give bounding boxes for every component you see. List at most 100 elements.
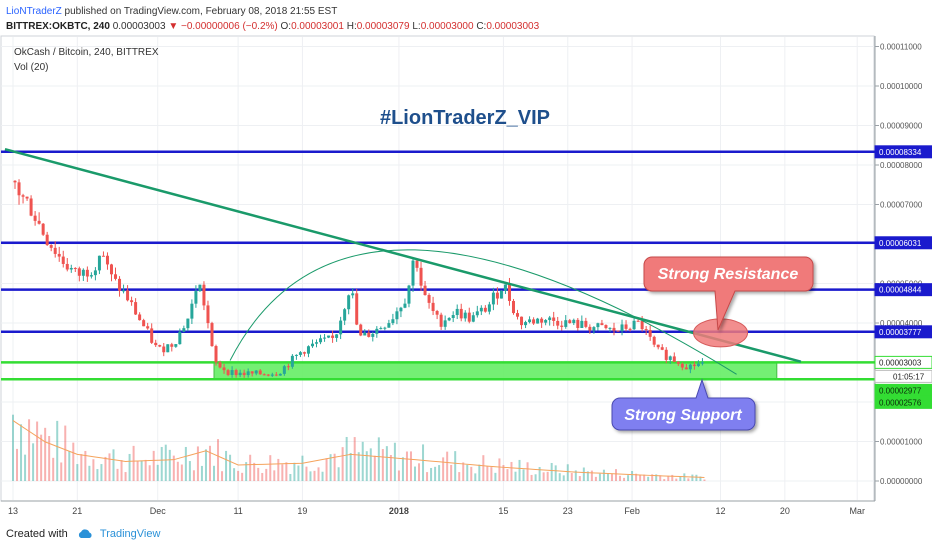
last-price: 0.00003003 xyxy=(112,21,166,32)
volume-bar xyxy=(128,453,131,481)
candle-body xyxy=(556,320,560,326)
volume-bar xyxy=(281,464,284,481)
volume-bar xyxy=(615,469,617,481)
volume-bar xyxy=(426,472,429,481)
candle-body xyxy=(214,346,218,363)
candle-body xyxy=(306,346,310,354)
volume-bar xyxy=(695,474,698,481)
volume-bar xyxy=(293,462,296,481)
candle-body xyxy=(93,270,97,276)
candle-body xyxy=(218,362,222,368)
volume-bar xyxy=(651,474,654,481)
volume-bar xyxy=(52,457,55,481)
candle-body xyxy=(564,320,568,327)
volume-bar xyxy=(140,460,143,481)
candle-body xyxy=(411,260,415,286)
high-label: H: xyxy=(346,21,357,32)
volume-bar xyxy=(120,460,123,481)
candle-body xyxy=(439,314,443,327)
open-value: 0.00003001 xyxy=(291,21,344,32)
candle-body xyxy=(359,324,363,336)
price-scale[interactable]: 0.00011000 0.00010000 0.00009000 0.00008000… xyxy=(874,43,932,487)
candle-body xyxy=(692,364,696,367)
volume-bar xyxy=(699,476,702,481)
volume-bar xyxy=(430,467,433,481)
volume-bar xyxy=(72,442,75,481)
candle-body xyxy=(455,308,459,316)
volume-bar xyxy=(546,471,549,481)
candle-body xyxy=(194,291,198,304)
candle-body xyxy=(109,264,113,275)
candle-body xyxy=(616,330,620,332)
candle-body xyxy=(592,327,596,331)
candle-body xyxy=(608,327,612,329)
volume-bar xyxy=(667,475,670,481)
candle-body xyxy=(443,320,447,327)
candle-body xyxy=(604,325,608,329)
candle-body xyxy=(423,285,427,296)
price-tick-label: 0.00001000 xyxy=(880,438,923,447)
legend-main: OkCash / Bitcoin, 240, BITTREX xyxy=(14,47,159,58)
volume-bar xyxy=(655,474,658,481)
volume-bar xyxy=(208,445,211,481)
candle-body xyxy=(596,323,600,328)
candle-body xyxy=(246,371,250,376)
candle-body xyxy=(672,356,676,362)
price-tick-label: 0.00010000 xyxy=(880,82,923,91)
candle-body xyxy=(278,373,282,376)
candle-body xyxy=(190,303,194,319)
candle-body xyxy=(700,362,704,364)
candle-body xyxy=(105,255,109,265)
volume-bar xyxy=(313,470,316,481)
volume-bar xyxy=(277,458,280,481)
volume-bar xyxy=(623,477,626,481)
candle-body xyxy=(13,180,17,183)
candle-body xyxy=(532,319,536,324)
volume-bar xyxy=(233,468,236,481)
volume-bar xyxy=(217,439,220,481)
volume-bar xyxy=(610,473,613,481)
candle-body xyxy=(431,302,435,312)
price-tick-label: 0.00008000 xyxy=(880,161,923,170)
candle-body xyxy=(680,363,684,368)
candle-body xyxy=(178,331,182,345)
high-value: 0.00003079 xyxy=(356,21,410,32)
volume-bar xyxy=(245,462,248,481)
rounding-arc xyxy=(229,249,737,375)
time-scale[interactable]: 13 21 Dec 11 19 2018 15 23 Feb 12 20 Mar xyxy=(8,506,865,516)
volume-bar xyxy=(36,421,39,481)
time-tick-label: 2018 xyxy=(389,506,409,516)
price-tick-label: 0.00009000 xyxy=(880,122,923,131)
volume-bar xyxy=(188,461,191,481)
price-change: −0.00000006 (−0.2%) xyxy=(181,21,278,32)
candle-body xyxy=(560,325,564,327)
volume-bar xyxy=(184,446,187,481)
volume-bar xyxy=(558,473,561,481)
author-link[interactable]: LioNTraderZ xyxy=(6,6,62,17)
volume-bar xyxy=(490,467,493,481)
volume-bar xyxy=(132,445,135,481)
candle-body xyxy=(451,315,455,319)
volume-bar xyxy=(554,465,557,481)
price-level-badge-label: 0.00003003 xyxy=(879,358,922,367)
volume-bar xyxy=(397,470,400,481)
candle-body xyxy=(162,346,166,353)
volume-bar xyxy=(470,466,473,481)
volume-bar xyxy=(241,472,244,481)
candle-body xyxy=(238,372,242,376)
volume-bar xyxy=(285,462,288,481)
volume-bar xyxy=(590,470,593,481)
volume-bar xyxy=(213,465,215,481)
candle-body xyxy=(499,290,503,299)
candle-body xyxy=(403,303,407,308)
candle-body xyxy=(648,330,652,337)
volume-bar xyxy=(345,436,348,481)
candle-body xyxy=(644,329,648,331)
candle-body xyxy=(628,328,632,330)
candle-body xyxy=(351,293,355,296)
tradingview-logo[interactable]: TradingView xyxy=(99,528,161,540)
candle-body xyxy=(347,295,351,310)
candle-body xyxy=(676,361,680,364)
support-zone xyxy=(213,362,778,380)
